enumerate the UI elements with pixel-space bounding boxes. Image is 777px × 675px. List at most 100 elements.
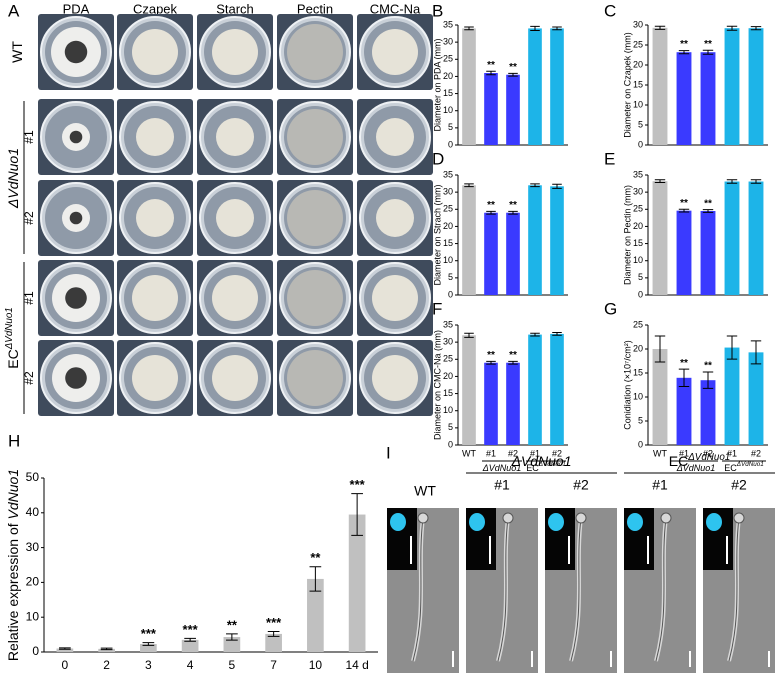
micrograph-group-label-main: EC [669, 453, 688, 469]
colony [216, 118, 254, 156]
y-tick-label: 0 [448, 139, 453, 149]
error-bar [184, 637, 196, 642]
group-label: ECΔVdNuo1 [526, 461, 566, 474]
error-bar [678, 50, 690, 55]
group-label: ΔVdNuo1 [676, 463, 716, 473]
significance-label: ** [680, 358, 688, 369]
y-tick-label: 20 [443, 221, 453, 231]
bar [506, 362, 520, 445]
bar [462, 185, 476, 295]
micrograph-label: #1 [494, 477, 510, 493]
bar [98, 648, 115, 652]
colony [136, 118, 174, 156]
error-bar [508, 360, 518, 365]
colony-center [65, 287, 87, 309]
error-bar [702, 49, 714, 55]
y-tick-label: 30 [633, 187, 643, 197]
colony [136, 199, 174, 237]
bar [700, 211, 716, 295]
colony-center [69, 130, 83, 144]
error-bar [226, 633, 238, 641]
colony-center [64, 40, 88, 64]
x-tick-label: #2 [552, 448, 562, 458]
error-bar [100, 647, 113, 651]
group-label-sup: ΔVdNuo1 [736, 461, 764, 468]
y-tick-label: 20 [443, 371, 453, 381]
hypha-edge [570, 517, 582, 662]
y-tick-label: 25 [633, 319, 643, 329]
bar [676, 377, 692, 445]
error-bar [508, 210, 518, 215]
y-axis-label: Diameter on PDA (mm) [432, 38, 442, 131]
significance-label: ** [704, 361, 712, 372]
fluorescence-signal [469, 513, 485, 531]
row-group-label-main: WT [9, 41, 25, 63]
error-bar [726, 179, 738, 184]
bar [462, 335, 476, 445]
x-tick-label: #1 [679, 448, 689, 458]
y-tick-label: 15 [443, 88, 453, 98]
bar [652, 349, 668, 445]
bar [748, 352, 764, 445]
y-tick-label: 20 [26, 575, 40, 589]
x-tick-label: #2 [703, 448, 713, 458]
y-tick-label: 5 [638, 415, 643, 425]
y-tick-label: 20 [633, 343, 643, 353]
micrograph-group-label-sup: ΔVdNuo1 [687, 452, 730, 463]
y-axis-label-part: VdNuo1 [5, 469, 21, 520]
error-bar [59, 647, 71, 650]
row-group-label: ΔVdNuo1 [5, 148, 21, 209]
y-tick-label: 20 [443, 71, 453, 81]
y-tick-label: 5 [638, 272, 643, 282]
colony [287, 190, 343, 246]
y-tick-label: 25 [443, 354, 453, 364]
hypha-tip [502, 512, 514, 524]
colony-center [65, 367, 87, 389]
micrograph-label: #1 [652, 477, 668, 493]
y-axis-label: Diameter on CMC-Na (mm) [432, 330, 442, 440]
significance-label: ** [680, 39, 688, 50]
error-bar [654, 179, 666, 184]
hypha-edge [728, 517, 740, 662]
bar [348, 514, 366, 652]
x-tick-label: 5 [229, 658, 236, 672]
colony [372, 275, 418, 321]
error-bar [351, 493, 363, 536]
error-bar [702, 209, 714, 213]
significance-label: *** [183, 622, 199, 637]
y-tick-label: 5 [448, 272, 453, 282]
y-axis-label: Diameter on Strach (mm) [432, 184, 442, 285]
micrograph-group-label: ΔVdNuo1 [511, 453, 572, 469]
y-tick-label: 15 [633, 367, 643, 377]
significance-label: ** [704, 198, 712, 209]
y-tick-label: 20 [633, 221, 643, 231]
x-tick-label: #2 [508, 448, 518, 458]
y-axis-label: Diameter on Czapek (mm) [622, 32, 632, 138]
column-title: Starch [216, 1, 254, 16]
x-tick-label: 10 [309, 658, 323, 672]
x-tick-label: 0 [62, 658, 69, 672]
error-bar [726, 25, 738, 31]
error-bar [508, 72, 518, 77]
x-tick-label: 14 d [345, 658, 368, 672]
colony [372, 29, 418, 75]
row-group-label: WT [9, 41, 25, 63]
y-tick-label: 25 [443, 54, 453, 64]
panel-letter: H [8, 431, 20, 450]
panel-letter: D [432, 149, 444, 168]
significance-label: ** [704, 39, 712, 50]
error-bar [309, 566, 322, 592]
column-title: Pectin [297, 1, 333, 16]
y-tick-label: 35 [443, 19, 453, 29]
colony [287, 24, 343, 80]
error-bar [142, 642, 155, 646]
y-tick-label: 10 [443, 405, 453, 415]
bar [484, 212, 498, 295]
error-bar [750, 179, 762, 184]
panel-letter: I [386, 443, 391, 462]
fluorescence-signal [627, 513, 643, 531]
micrograph-group-label-main: ΔVdNuo1 [511, 453, 572, 469]
bar [700, 380, 716, 445]
fluorescence-signal [706, 513, 722, 531]
